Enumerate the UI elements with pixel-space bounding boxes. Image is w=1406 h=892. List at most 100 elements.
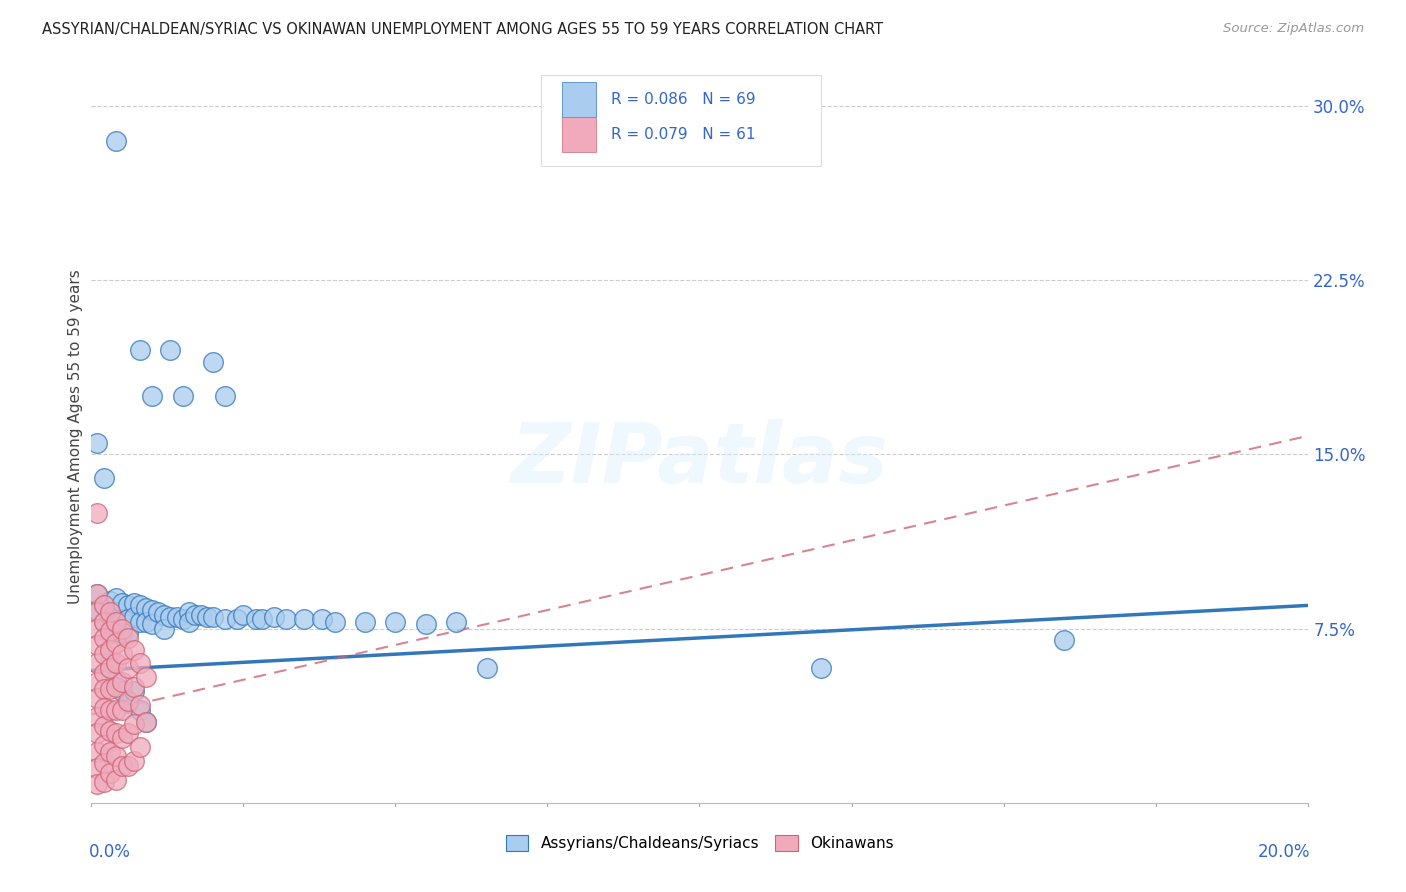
Point (129, 343, 152, 357)
Point (104, 635, 127, 649)
Point (86, 606, 108, 620)
Text: Source: ZipAtlas.com: Source: ZipAtlas.com (1223, 22, 1364, 36)
Point (86, 638, 108, 652)
Point (104, 749, 127, 764)
Legend: Assyrians/Chaldeans/Syriacs, Okinawans: Assyrians/Chaldeans/Syriacs, Okinawans (499, 829, 900, 857)
Point (135, 714, 157, 729)
Point (263, 610, 285, 624)
Point (86, 603, 108, 617)
Point (226, 612, 249, 626)
Point (117, 612, 139, 626)
Point (475, 661, 498, 675)
Point (104, 772, 127, 787)
Point (111, 703, 134, 717)
Text: 20.0%: 20.0% (1257, 843, 1310, 861)
Point (86, 745, 108, 759)
Point (104, 657, 127, 671)
Point (1053, 633, 1076, 648)
Point (93, 665, 115, 680)
Point (190, 607, 212, 622)
Point (98, 657, 121, 671)
Point (444, 615, 467, 629)
Point (172, 612, 194, 626)
Point (135, 670, 157, 684)
Point (250, 612, 273, 626)
Point (93, 615, 115, 629)
Point (93, 599, 115, 613)
Point (810, 661, 832, 675)
Point (122, 684, 145, 698)
Point (86, 761, 108, 775)
Point (117, 599, 139, 613)
Point (129, 698, 152, 713)
Point (98, 765, 121, 780)
Point (86, 506, 108, 520)
Point (159, 610, 181, 624)
Point (98, 626, 121, 640)
Point (86, 657, 108, 671)
Y-axis label: Unemployment Among Ages 55 to 59 years: Unemployment Among Ages 55 to 59 years (67, 269, 83, 605)
Point (166, 610, 188, 624)
Point (202, 354, 225, 368)
Point (111, 612, 134, 626)
Text: ZIPatlas: ZIPatlas (510, 418, 889, 500)
Point (354, 615, 377, 629)
Point (129, 615, 152, 629)
Point (129, 599, 152, 613)
Point (93, 615, 115, 629)
Point (93, 756, 115, 771)
Text: ASSYRIAN/CHALDEAN/SYRIAC VS OKINAWAN UNEMPLOYMENT AMONG AGES 55 TO 59 YEARS CORR: ASSYRIAN/CHALDEAN/SYRIAC VS OKINAWAN UNE… (42, 22, 883, 37)
Point (232, 607, 254, 622)
Point (111, 675, 134, 690)
Point (93, 738, 115, 752)
Point (111, 731, 134, 745)
Point (172, 389, 194, 403)
Point (415, 617, 437, 632)
Point (159, 343, 181, 357)
Point (98, 594, 121, 608)
Point (214, 612, 236, 626)
Point (98, 624, 121, 638)
Point (384, 615, 406, 629)
Point (117, 693, 139, 707)
Point (135, 714, 157, 729)
Point (104, 673, 127, 687)
Point (98, 606, 121, 620)
Point (93, 681, 115, 696)
Point (135, 615, 157, 629)
Point (93, 700, 115, 714)
Point (117, 626, 139, 640)
Point (86, 587, 108, 601)
Point (93, 631, 115, 645)
Point (311, 612, 333, 626)
Point (93, 775, 115, 789)
Point (98, 723, 121, 738)
Point (86, 710, 108, 724)
Point (274, 612, 297, 626)
Point (117, 758, 139, 772)
Point (98, 681, 121, 696)
Point (122, 680, 145, 694)
Point (93, 599, 115, 613)
Point (104, 726, 127, 740)
Point (195, 610, 218, 624)
Point (98, 610, 121, 624)
Point (292, 612, 315, 626)
Point (86, 675, 108, 690)
Point (98, 661, 121, 675)
Point (111, 684, 134, 698)
Point (111, 596, 134, 610)
Point (104, 680, 127, 694)
Point (104, 703, 127, 717)
Point (153, 607, 176, 622)
Point (86, 622, 108, 636)
Point (104, 615, 127, 629)
Point (153, 622, 176, 636)
Bar (562, 117, 596, 152)
Text: R = 0.079   N = 61: R = 0.079 N = 61 (610, 127, 755, 142)
Point (214, 389, 236, 403)
Point (122, 596, 145, 610)
Point (117, 726, 139, 740)
Point (245, 612, 267, 626)
Point (86, 691, 108, 706)
